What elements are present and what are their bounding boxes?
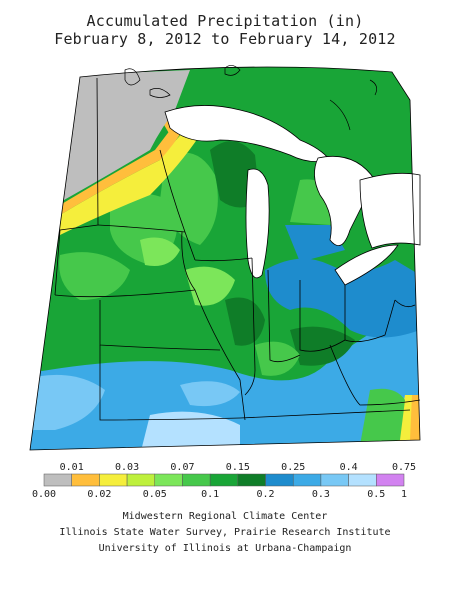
legend-top-label: 0.25 bbox=[281, 462, 305, 473]
lake-huron bbox=[314, 155, 376, 247]
credit-isws: Illinois State Water Survey, Prairie Res… bbox=[59, 527, 391, 538]
legend-swatch bbox=[376, 473, 405, 487]
legend-swatch bbox=[182, 473, 211, 487]
orange-zone-north bbox=[55, 114, 190, 215]
yellow-zone-north bbox=[60, 125, 200, 235]
legend-bottom-label: 0.00 bbox=[32, 489, 56, 500]
legend-bottom-label: 0.5 bbox=[367, 489, 385, 500]
dark-green-zone-2 bbox=[225, 297, 265, 346]
green-zone-ia bbox=[59, 252, 130, 300]
northern-shoreline-detail bbox=[124, 65, 377, 131]
state-boundaries bbox=[29, 66, 421, 451]
legend-bottom-label: 1 bbox=[401, 489, 407, 500]
lake-erie bbox=[334, 244, 399, 286]
legend-top-labels: 0.01 0.03 0.07 0.15 0.25 0.4 0.75 bbox=[60, 462, 416, 473]
legend-swatch bbox=[154, 473, 183, 487]
legend-top-label: 0.75 bbox=[392, 462, 416, 473]
legend-bottom-label: 0.02 bbox=[87, 489, 111, 500]
legend-top-label: 0.03 bbox=[115, 462, 139, 473]
legend-swatch bbox=[292, 473, 322, 487]
legend-swatch bbox=[348, 473, 377, 487]
legend-top-label: 0.07 bbox=[170, 462, 194, 473]
blue-zone-michigan bbox=[285, 225, 345, 262]
legend-swatch bbox=[99, 473, 128, 487]
dry-zone-northwest bbox=[55, 70, 190, 205]
ontario-area bbox=[359, 172, 421, 249]
legend-swatch bbox=[71, 473, 100, 487]
legend-swatches bbox=[43, 473, 405, 487]
legend-bottom-label: 0.1 bbox=[201, 489, 219, 500]
legend-swatch bbox=[43, 473, 72, 487]
legend-swatch bbox=[320, 473, 349, 487]
legend-top-label: 0.15 bbox=[226, 462, 250, 473]
blue-zone-east bbox=[265, 258, 420, 338]
pale-blue-zone-south bbox=[140, 411, 240, 450]
green-zone-southeast bbox=[360, 388, 405, 445]
pale-blue-zone-sw bbox=[30, 374, 105, 430]
map-date-range: February 8, 2012 to February 14, 2012 bbox=[54, 30, 396, 48]
legend-top-label: 0.01 bbox=[60, 462, 84, 473]
legend-bottom-labels: 0.00 0.02 0.05 0.1 0.2 0.3 0.5 1 bbox=[32, 489, 407, 500]
legend-top-label: 0.4 bbox=[340, 462, 358, 473]
credit-uiuc: University of Illinois at Urbana-Champai… bbox=[98, 543, 352, 554]
legend-bottom-label: 0.3 bbox=[312, 489, 330, 500]
green-zone-in bbox=[255, 341, 300, 376]
pale-blue-zone-ky bbox=[180, 381, 240, 407]
legend-swatch bbox=[209, 473, 239, 487]
lake-michigan bbox=[245, 168, 270, 279]
legend-swatch bbox=[237, 473, 266, 487]
map-title: Accumulated Precipitation (in) bbox=[86, 12, 364, 30]
light-green-zone-mn bbox=[140, 237, 180, 266]
legend-bottom-label: 0.05 bbox=[143, 489, 167, 500]
dark-green-zone-3 bbox=[290, 326, 355, 366]
legend-swatch bbox=[265, 473, 294, 487]
orange-zone-southeast bbox=[410, 395, 420, 440]
legend-bottom-label: 0.2 bbox=[257, 489, 275, 500]
credit-mrcc: Midwestern Regional Climate Center bbox=[122, 511, 328, 522]
legend-swatch bbox=[126, 473, 156, 487]
